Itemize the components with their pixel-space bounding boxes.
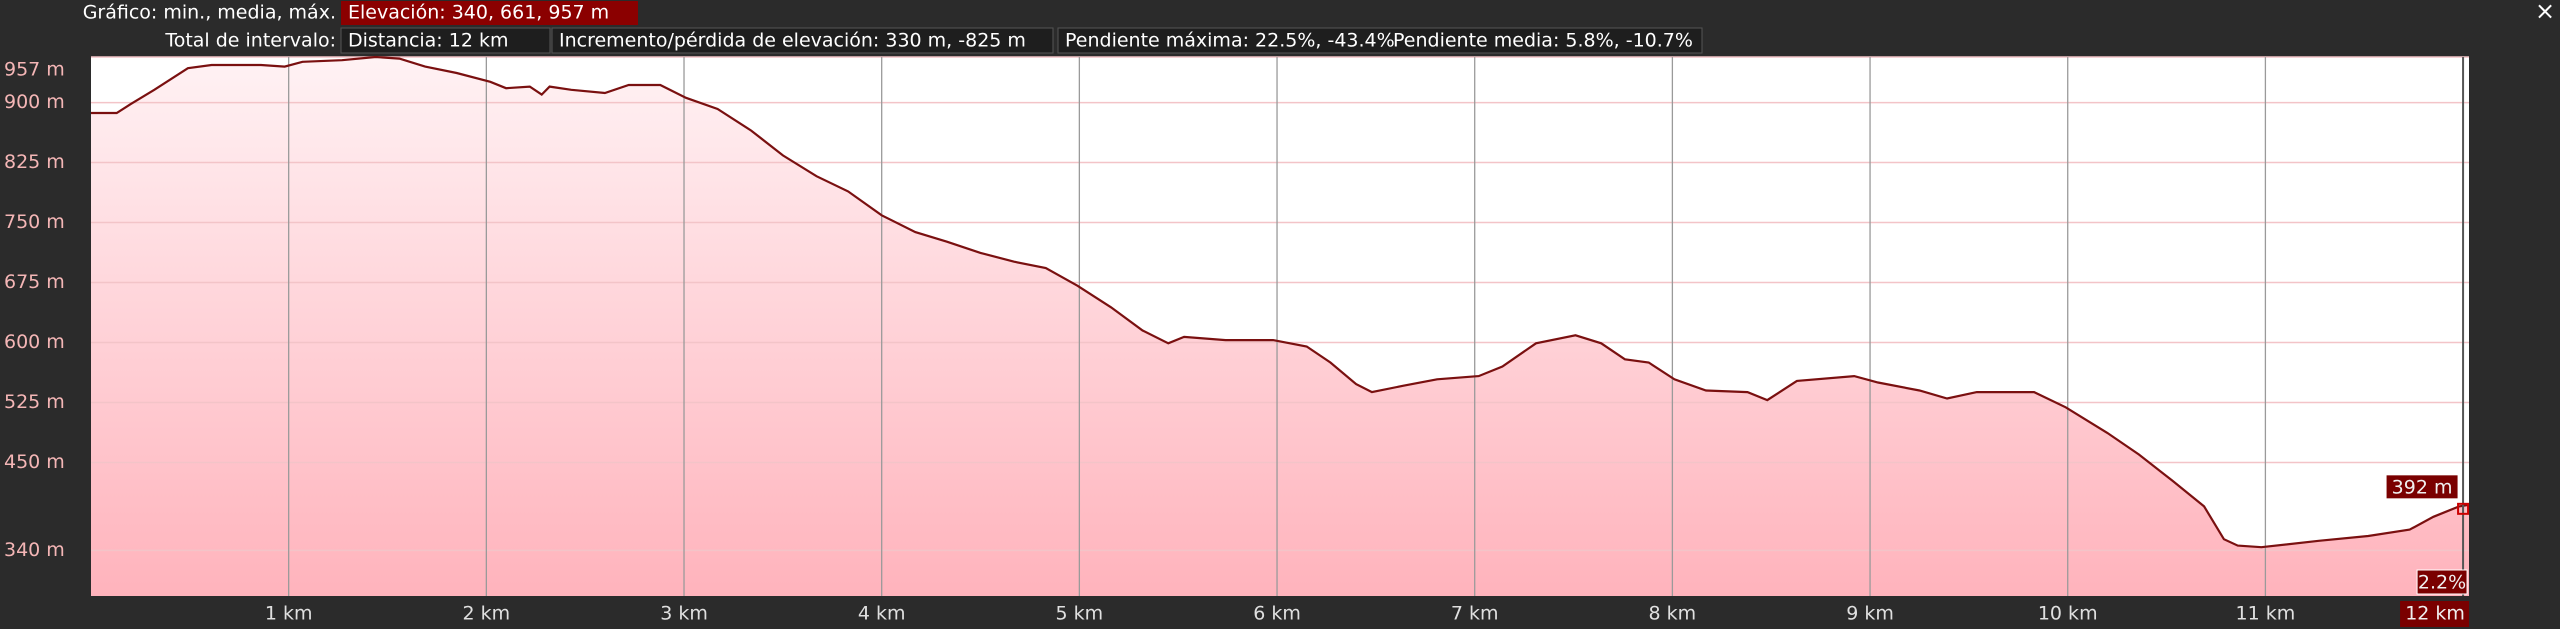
header-max-slope: Pendiente máxima: 22.5%, -43.4% [1065,30,1395,52]
x-tick-label: 9 km [1846,603,1894,625]
x-tick-label: 2 km [463,603,511,625]
cursor-slope: 2.2% [2418,572,2466,594]
header-avg-slope: Pendiente media: 5.8%, -10.7% [1393,30,1693,52]
close-button[interactable]: × [2535,0,2555,25]
x-tick-label: 4 km [858,603,906,625]
header-label: Total de intervalo: [164,30,336,52]
x-tick-label: 3 km [660,603,708,625]
cursor-marker [2457,502,2470,515]
x-tick-label: 7 km [1451,603,1499,625]
y-tick-label: 600 m [4,331,65,353]
y-tick-label: 675 m [4,271,65,293]
x-tick-label: 1 km [265,603,313,625]
x-tick-label: 6 km [1253,603,1301,625]
cursor-box [2385,474,2459,500]
cursor-box [2400,601,2470,627]
header-box [1057,27,1703,54]
y-tick-label: 900 m [4,91,65,113]
elevation-line [91,55,2470,549]
x-tick-label: 8 km [1649,603,1697,625]
x-tick-label: 5 km [1056,603,1104,625]
y-tick-label: 340 m [4,539,65,561]
y-tick-label: 957 m [4,59,65,81]
header-gain-loss: Incremento/pérdida de elevación: 330 m, … [559,30,1026,52]
header-box [551,27,1054,54]
x-tick-label: 11 km [2236,603,2296,625]
cursor-box [2416,569,2468,595]
y-tick-label: 450 m [4,451,65,473]
y-tick-label: 825 m [4,151,65,173]
header-box [341,1,638,25]
x-tick-label: 10 km [2038,603,2098,625]
header-label: Gráfico: min., media, máx. [83,2,336,24]
header-box [340,27,551,54]
header-elevation: Elevación: 340, 661, 957 m [348,2,609,24]
cursor-elevation: 392 m [2392,476,2453,498]
y-tick-label: 525 m [4,391,65,413]
y-tick-label: 750 m [4,211,65,233]
header-distance: Distancia: 12 km [348,30,508,52]
area [91,57,2469,596]
cursor-distance: 12 km [2405,603,2465,625]
